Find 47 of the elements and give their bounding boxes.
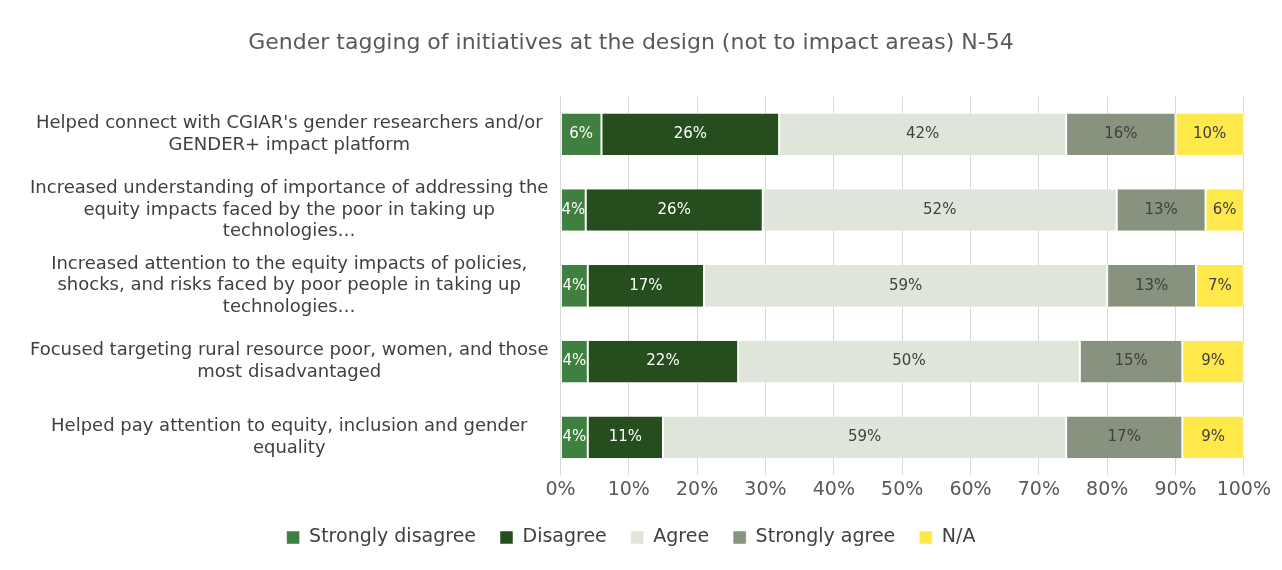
- y-tick-label: Increased understanding of importance of addressing the equity impacts faced by the poor in taking up technologies…: [30, 176, 549, 241]
- legend-label: Strongly agree: [755, 524, 896, 547]
- data-label: 50%: [892, 351, 926, 370]
- data-label: 26%: [673, 124, 707, 143]
- data-label: 4%: [562, 275, 587, 294]
- legend-label: Agree: [653, 524, 710, 547]
- data-label: 7%: [1208, 275, 1232, 294]
- data-label: 4%: [561, 199, 586, 218]
- data-label: 10%: [1193, 124, 1227, 143]
- x-tick-label: 10%: [607, 476, 650, 499]
- data-label: 16%: [1104, 124, 1138, 143]
- data-label: 13%: [1144, 199, 1178, 218]
- x-tick-label: 80%: [1086, 476, 1129, 499]
- x-tick-label: 90%: [1154, 476, 1197, 499]
- x-tick-label: 60%: [949, 476, 992, 499]
- data-label: 59%: [888, 275, 923, 294]
- data-label: 17%: [1107, 427, 1141, 446]
- x-tick-label: 40%: [812, 476, 855, 499]
- data-label: 42%: [905, 124, 940, 143]
- data-label: 4%: [562, 351, 587, 370]
- data-label: 59%: [847, 427, 882, 446]
- data-label: 4%: [562, 427, 587, 446]
- y-tick-label: Increased attention to the equity impacts of policies, shocks, and risks faced by poor people in taking up technologies…: [51, 251, 528, 317]
- x-tick-label: 30%: [744, 476, 787, 499]
- y-tick-label: Helped connect with CGIAR's gender researchers and/or GENDER+ impact platform: [35, 111, 544, 154]
- data-label: 9%: [1201, 351, 1225, 370]
- data-label: 6%: [569, 124, 594, 143]
- data-label: 52%: [923, 199, 957, 218]
- chart-title: Gender tagging of initiatives at the design (not to impact areas) N-54: [248, 28, 1014, 54]
- legend-label: Strongly disagree: [309, 524, 477, 547]
- x-tick-label: 50%: [881, 476, 924, 499]
- x-tick-label: 0%: [545, 476, 576, 499]
- data-label: 13%: [1134, 275, 1169, 294]
- data-label: 22%: [646, 351, 680, 370]
- data-label: 26%: [657, 199, 691, 218]
- legend-label: Disagree: [522, 524, 607, 547]
- data-label: 6%: [1212, 199, 1237, 218]
- data-label: 11%: [608, 427, 643, 446]
- x-tick-label: 100%: [1216, 476, 1271, 499]
- x-tick-label: 70%: [1017, 476, 1060, 499]
- data-label: 17%: [629, 275, 663, 294]
- data-label: 15%: [1114, 351, 1148, 370]
- data-label: 9%: [1201, 427, 1225, 446]
- legend-label: N/A: [941, 524, 976, 547]
- y-tick-label: Helped pay attention to equity, inclusion and gender equality: [51, 414, 529, 457]
- y-tick-label: Focused targeting rural resource poor, women, and those most disadvantaged: [29, 338, 549, 382]
- x-tick-label: 20%: [676, 476, 719, 499]
